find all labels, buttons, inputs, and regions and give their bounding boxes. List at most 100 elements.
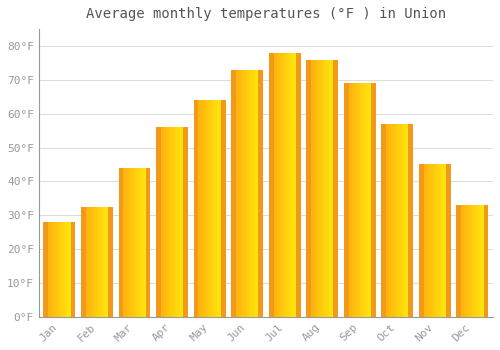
Bar <box>90 207 92 317</box>
Bar <box>384 124 386 317</box>
Bar <box>81 207 82 317</box>
Bar <box>344 83 346 317</box>
Bar <box>484 205 485 317</box>
Bar <box>314 60 316 317</box>
Bar <box>186 127 188 317</box>
Bar <box>104 207 105 317</box>
Bar <box>364 83 366 317</box>
Bar <box>363 83 364 317</box>
Bar <box>120 168 122 317</box>
Bar <box>54 222 56 317</box>
Bar <box>166 127 168 317</box>
Bar <box>390 124 391 317</box>
Bar <box>162 127 164 317</box>
Bar <box>110 207 112 317</box>
Bar <box>312 60 314 317</box>
Bar <box>50 222 51 317</box>
Bar <box>274 53 275 317</box>
Bar <box>94 207 96 317</box>
Bar <box>402 124 404 317</box>
Bar <box>310 60 311 317</box>
Bar <box>206 100 208 317</box>
Bar <box>233 70 234 317</box>
Bar <box>311 60 312 317</box>
Bar <box>182 127 183 317</box>
Bar <box>210 100 211 317</box>
Bar <box>458 205 460 317</box>
Bar <box>141 168 142 317</box>
Bar <box>247 70 249 317</box>
Bar <box>334 60 335 317</box>
Bar <box>291 53 292 317</box>
Bar <box>254 70 255 317</box>
Bar <box>464 205 466 317</box>
Bar <box>399 124 400 317</box>
Bar <box>448 164 449 317</box>
Bar <box>407 124 408 317</box>
Bar <box>252 70 254 317</box>
Bar <box>98 207 100 317</box>
Bar <box>58 222 59 317</box>
Bar <box>280 53 281 317</box>
Bar <box>169 127 170 317</box>
Bar <box>178 127 180 317</box>
Bar <box>196 100 197 317</box>
Bar <box>64 222 66 317</box>
Bar <box>89 207 90 317</box>
Bar <box>362 83 363 317</box>
Bar <box>316 60 318 317</box>
Bar <box>336 60 338 317</box>
Bar <box>126 168 128 317</box>
Bar <box>70 222 72 317</box>
Bar <box>278 53 280 317</box>
Bar <box>234 70 236 317</box>
Bar <box>460 205 461 317</box>
Bar <box>84 207 86 317</box>
Bar <box>422 164 424 317</box>
Bar <box>244 70 246 317</box>
Bar <box>480 205 482 317</box>
Bar <box>400 124 402 317</box>
Bar <box>176 127 177 317</box>
Bar <box>371 83 372 317</box>
Bar <box>355 83 356 317</box>
Bar <box>441 164 443 317</box>
Bar <box>348 83 350 317</box>
Bar <box>476 205 477 317</box>
Bar <box>419 164 420 317</box>
Bar <box>138 168 140 317</box>
Bar <box>290 53 291 317</box>
Bar <box>82 207 84 317</box>
Bar <box>239 70 241 317</box>
Bar <box>463 205 464 317</box>
Bar <box>270 53 272 317</box>
Bar <box>268 53 270 317</box>
Bar <box>469 205 471 317</box>
Bar <box>392 124 394 317</box>
Bar <box>426 164 427 317</box>
Bar <box>180 127 182 317</box>
Bar <box>136 168 138 317</box>
Bar <box>352 83 354 317</box>
Bar <box>205 100 206 317</box>
Bar <box>61 222 62 317</box>
Bar <box>485 205 487 317</box>
Bar <box>330 60 332 317</box>
Bar <box>224 100 226 317</box>
Bar <box>241 70 242 317</box>
Bar <box>332 60 334 317</box>
Bar <box>97 207 98 317</box>
Bar <box>118 168 120 317</box>
Bar <box>318 60 319 317</box>
Bar <box>74 222 76 317</box>
Bar <box>60 222 61 317</box>
Bar <box>66 222 68 317</box>
Title: Average monthly temperatures (°F ) in Union: Average monthly temperatures (°F ) in Un… <box>86 7 446 21</box>
Bar <box>284 53 286 317</box>
Bar <box>156 127 158 317</box>
Bar <box>370 83 371 317</box>
Bar <box>146 168 148 317</box>
Bar <box>161 127 162 317</box>
Bar <box>105 207 106 317</box>
Bar <box>124 168 125 317</box>
